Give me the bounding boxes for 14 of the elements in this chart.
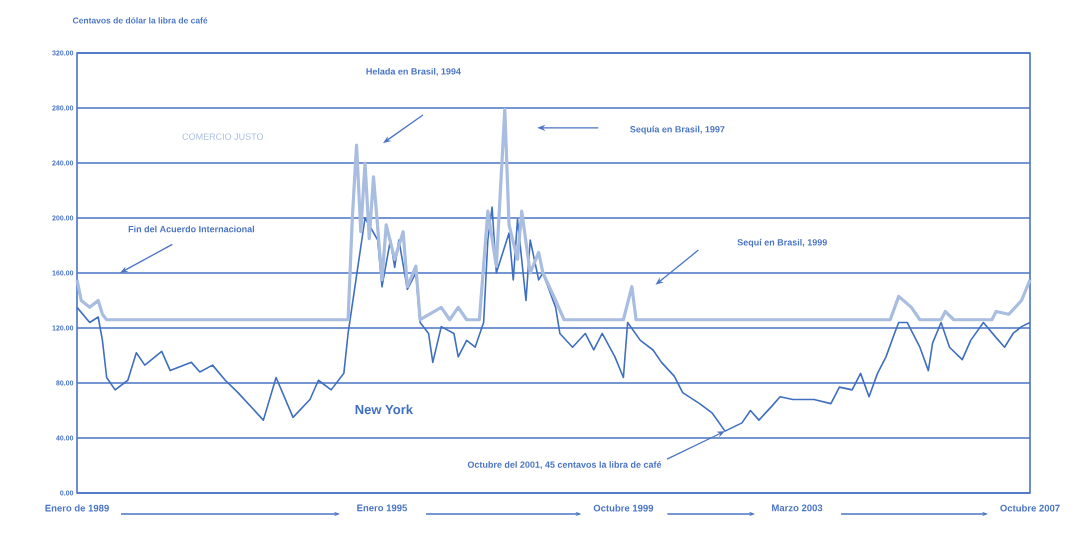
- text: New York: [355, 404, 414, 415]
- x-tick-label: Octubre 1999: [593, 504, 654, 512]
- annotation: Helada en Brasil, 1994: [366, 67, 461, 76]
- annotation: Octubre del 2001, 45 centavos la libra de café: [467, 461, 662, 470]
- annotation: Sequía en Brasil, 1997: [630, 125, 725, 135]
- annotation: Fin del Acuerdo Internacional: [128, 225, 254, 233]
- annotation: Sequí en Brasil, 1999: [737, 238, 827, 248]
- x-tick-label: Marzo 2003: [772, 504, 823, 512]
- text: COMERCIO JUSTO: [182, 133, 264, 140]
- x-tick-label: Enero de 1989: [45, 504, 109, 512]
- x-tick-label: Enero 1995: [357, 504, 408, 512]
- line-series: [75, 107, 1032, 322]
- x-tick-label: Octubre 2007: [1000, 504, 1060, 512]
- y-axis-title: Centavos de dólar la libra de café: [72, 17, 208, 24]
